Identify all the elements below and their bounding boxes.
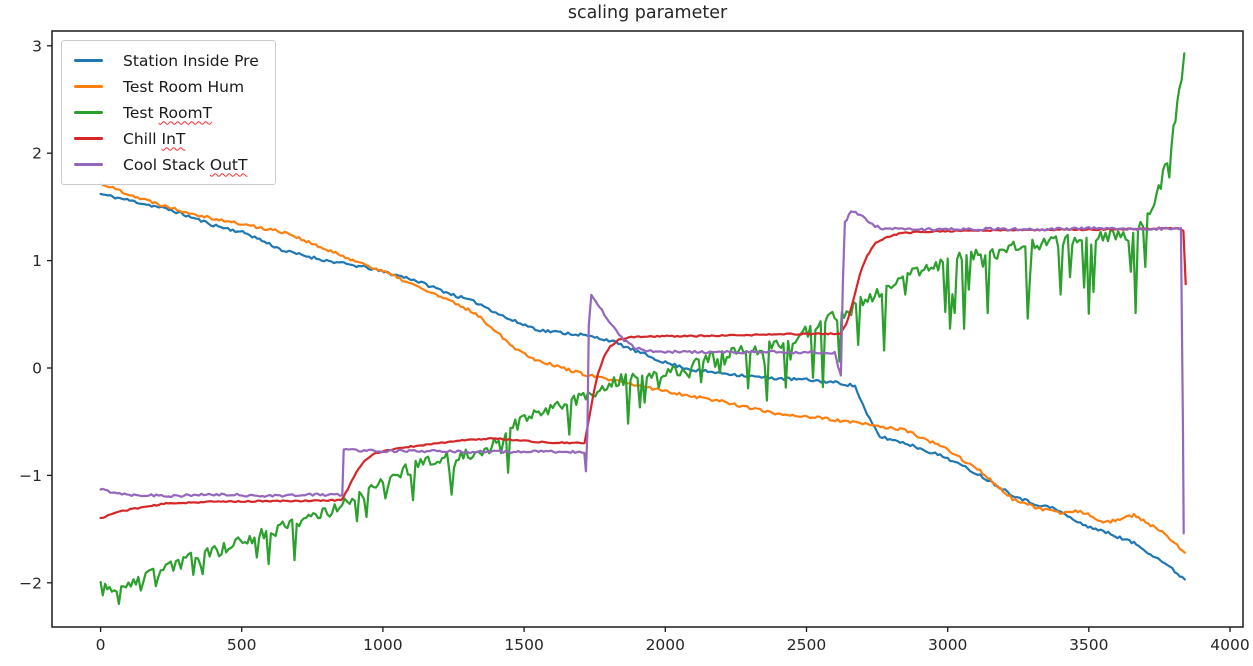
- svg-text:0: 0: [32, 360, 42, 378]
- chart-title: scaling parameter: [567, 3, 728, 23]
- legend-label: Test Room Hum: [123, 77, 245, 96]
- legend-label: Station Inside Pre: [123, 51, 259, 70]
- svg-text:2000: 2000: [646, 636, 685, 654]
- legend-label-squiggle: InT: [161, 129, 186, 148]
- legend-label: Test: [123, 103, 159, 122]
- svg-text:2500: 2500: [787, 636, 826, 654]
- legend-line-swatch: [74, 85, 103, 88]
- svg-text:3500: 3500: [1069, 636, 1108, 654]
- svg-text:1: 1: [32, 252, 42, 270]
- legend: Station Inside Pre Test Room Hum Test Ro…: [61, 40, 276, 185]
- legend-label: Cool Stack: [123, 155, 210, 174]
- svg-text:500: 500: [227, 636, 257, 654]
- legend-item-chill-int: Chill InT: [74, 127, 259, 150]
- svg-text:4000: 4000: [1210, 636, 1249, 654]
- svg-text:−1: −1: [19, 467, 42, 485]
- legend-line-swatch: [74, 163, 103, 166]
- legend-line-swatch: [74, 111, 103, 114]
- legend-label: Chill: [123, 129, 162, 148]
- svg-text:1500: 1500: [504, 636, 543, 654]
- svg-text:3: 3: [32, 37, 42, 55]
- svg-text:−2: −2: [19, 574, 42, 592]
- svg-text:0: 0: [96, 636, 106, 654]
- legend-item-station-inside-pre: Station Inside Pre: [74, 49, 259, 72]
- svg-text:2: 2: [32, 145, 42, 163]
- legend-line-swatch: [74, 137, 103, 140]
- legend-item-test-room-hum: Test Room Hum: [74, 75, 259, 98]
- legend-label-squiggle: OutT: [209, 155, 248, 174]
- legend-label-squiggle: RoomT: [158, 103, 213, 122]
- legend-item-cool-stack-outt: Cool Stack OutT: [74, 153, 259, 176]
- legend-line-swatch: [74, 59, 103, 62]
- svg-text:3000: 3000: [928, 636, 967, 654]
- legend-item-test-roomt: Test RoomT: [74, 101, 259, 124]
- svg-text:1000: 1000: [363, 636, 402, 654]
